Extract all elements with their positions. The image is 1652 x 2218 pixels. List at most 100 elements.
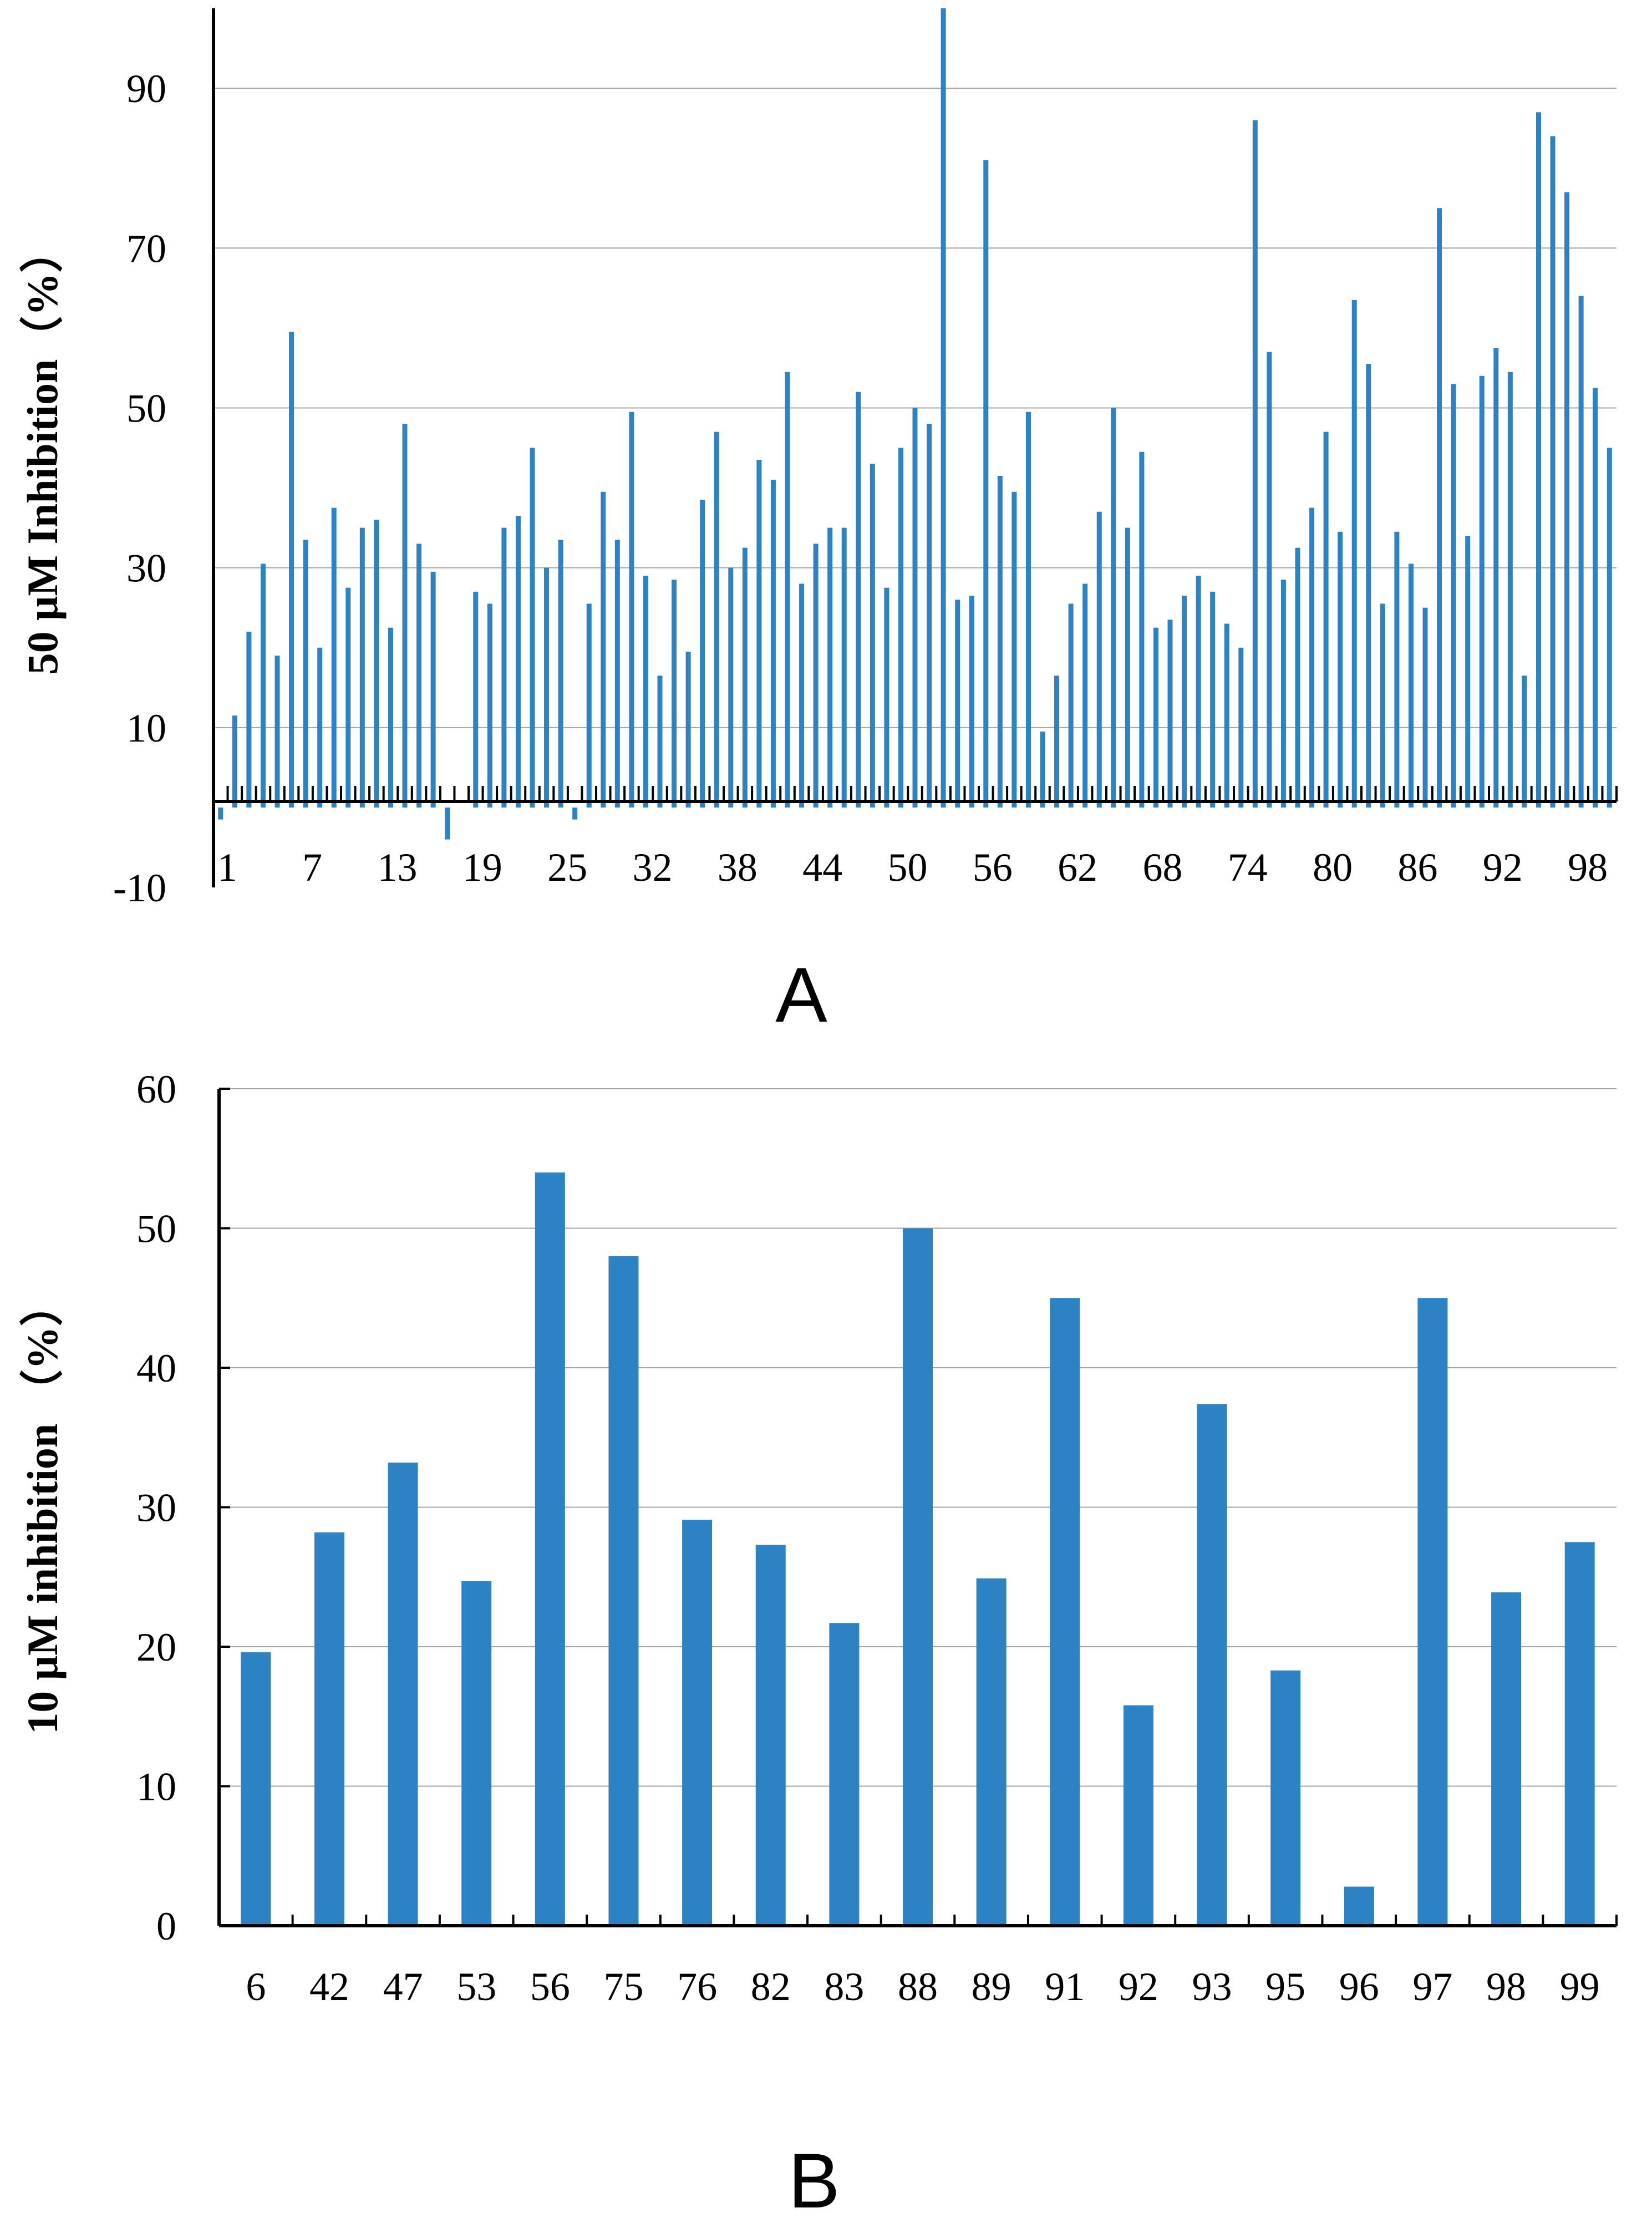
- chart-b-bar: [1491, 1592, 1522, 1926]
- chart-a-bar: [530, 448, 535, 808]
- chart-a-x-tick-label: 86: [1397, 845, 1437, 890]
- chart-b-x-tick-label: 6: [246, 1965, 266, 2009]
- chart-b-bar: [1123, 1705, 1153, 1926]
- chart-a-bar: [586, 603, 592, 808]
- chart-a-y-tick-label: 50: [126, 386, 166, 430]
- chart-a-x-tick-label: 80: [1313, 845, 1353, 890]
- chart-a-bar: [898, 448, 903, 808]
- chart-a-bar: [1295, 547, 1300, 808]
- chart-a-bar: [1252, 120, 1258, 808]
- chart-a-bar: [1493, 348, 1499, 808]
- chart-b-bar: [1564, 1542, 1595, 1926]
- chart-a-bar: [941, 8, 946, 808]
- chart-a-x-tick-label: 19: [462, 845, 502, 890]
- chart-a-x-tick-label: 25: [547, 845, 587, 890]
- chart-a-x-tick-label: 13: [377, 845, 417, 890]
- chart-b-x-tick-label: 89: [972, 1965, 1011, 2009]
- chart-b: 0 10 20 30 40 50 60 6 42 47 53 56 75 76 82 83 88 89 91 92 9…: [18, 1067, 1618, 2218]
- chart-a-bar: [799, 583, 805, 808]
- chart-a-bar: [445, 807, 450, 840]
- chart-a-bar: [614, 540, 620, 808]
- chart-b-x-tick-label: 99: [1560, 1965, 1600, 2009]
- chart-a-bar: [827, 527, 833, 808]
- chart-a-x-tick-label: 68: [1142, 845, 1182, 890]
- chart-b-panel-label: B: [788, 2137, 840, 2218]
- chart-a-bar: [1040, 732, 1045, 808]
- chart-a-x-tick-label: 44: [802, 845, 842, 890]
- chart-b-x-tick-label: 93: [1192, 1965, 1232, 2009]
- chart-a-bar: [643, 576, 648, 808]
- chart-a-bar: [1309, 507, 1315, 808]
- chart-a-bar: [770, 480, 776, 808]
- chart-a-bar: [1607, 448, 1612, 808]
- chart-a-bar: [1465, 536, 1471, 808]
- chart-a-bar: [1437, 208, 1442, 808]
- chart-a-y-tick-label: -10: [113, 866, 166, 910]
- chart-a-bar: [345, 587, 351, 808]
- chart-b-bar: [755, 1545, 786, 1926]
- chart-a-x-tick-label: 32: [632, 845, 672, 890]
- chart-a: -10 10 30 50 70 90 1 7 13 19 25 32 38 44 50 56 62 68 74 80…: [18, 8, 1618, 1038]
- chart-b-y-tick-label: 40: [136, 1346, 176, 1390]
- chart-a-bar: [1111, 408, 1116, 808]
- chart-a-bar: [232, 715, 237, 808]
- chart-a-bar: [714, 432, 719, 808]
- chart-a-bar: [1167, 620, 1173, 808]
- chart-a-bar: [1351, 300, 1357, 808]
- chart-a-bar: [742, 547, 748, 808]
- chart-b-y-tick-label: 20: [136, 1625, 176, 1669]
- chart-a-bar: [870, 464, 875, 808]
- chart-a-axes: [212, 8, 1618, 887]
- chart-b-x-tick-label: 95: [1265, 1965, 1305, 2009]
- chart-a-bar: [1238, 647, 1244, 808]
- chart-b-y-tick-labels: 0 10 20 30 40 50 60: [136, 1067, 176, 1948]
- chart-b-bar: [1197, 1404, 1227, 1926]
- chart-a-bar: [601, 491, 606, 808]
- chart-b-y-tick-label: 10: [136, 1765, 176, 1809]
- chart-a-bar: [1054, 676, 1060, 808]
- chart-b-y-tick-label: 60: [136, 1067, 176, 1111]
- chart-b-axes: [217, 1088, 1618, 1927]
- chart-a-bar: [1479, 375, 1485, 808]
- chart-a-bar: [728, 567, 734, 808]
- chart-a-bar: [1507, 372, 1513, 808]
- chart-a-bar: [629, 412, 634, 808]
- chart-a-bar: [289, 332, 294, 808]
- chart-a-bar: [841, 527, 847, 808]
- chart-a-bar: [785, 372, 790, 808]
- chart-b-bar: [241, 1652, 271, 1926]
- chart-a-x-tick-label: 7: [302, 845, 322, 890]
- chart-a-bar: [416, 544, 422, 808]
- chart-a-bar: [572, 807, 578, 820]
- chart-a-bar: [1522, 676, 1527, 808]
- chart-b-x-tick-labels: 6 42 47 53 56 75 76 82 83 88 89 91 92 93 95 96 97 98 99: [246, 1965, 1599, 2009]
- chart-a-bar: [1224, 623, 1229, 808]
- chart-b-x-tick-label: 96: [1339, 1965, 1379, 2009]
- chart-a-bar: [997, 475, 1003, 808]
- chart-a-bar: [1182, 596, 1187, 808]
- chart-a-bar: [1068, 603, 1074, 808]
- chart-a-panel-label: A: [775, 951, 827, 1038]
- chart-b-bar: [976, 1578, 1007, 1926]
- chart-b-bar: [388, 1463, 418, 1926]
- chart-a-bars: [218, 8, 1612, 840]
- chart-a-bar: [1153, 627, 1158, 808]
- chart-a-bar: [515, 515, 521, 808]
- chart-a-bar: [756, 460, 762, 808]
- chart-a-bar: [927, 424, 932, 808]
- chart-a-bar: [1210, 591, 1216, 808]
- chart-a-y-tick-label: 30: [126, 546, 166, 591]
- chart-a-bar: [218, 807, 223, 820]
- chart-a-x-tick-label: 56: [973, 845, 1013, 890]
- chart-a-x-tick-label: 1: [217, 845, 237, 890]
- chart-a-bar: [402, 424, 408, 808]
- chart-a-bar: [955, 600, 960, 808]
- chart-b-x-tick-label: 47: [383, 1965, 423, 2009]
- chart-a-bar: [1196, 576, 1201, 808]
- chart-a-x-tick-label: 50: [887, 845, 927, 890]
- chart-b-bars: [241, 1172, 1595, 1926]
- chart-a-bar: [657, 676, 663, 808]
- chart-a-bar: [1536, 112, 1541, 808]
- chart-b-x-tick-label: 98: [1486, 1965, 1526, 2009]
